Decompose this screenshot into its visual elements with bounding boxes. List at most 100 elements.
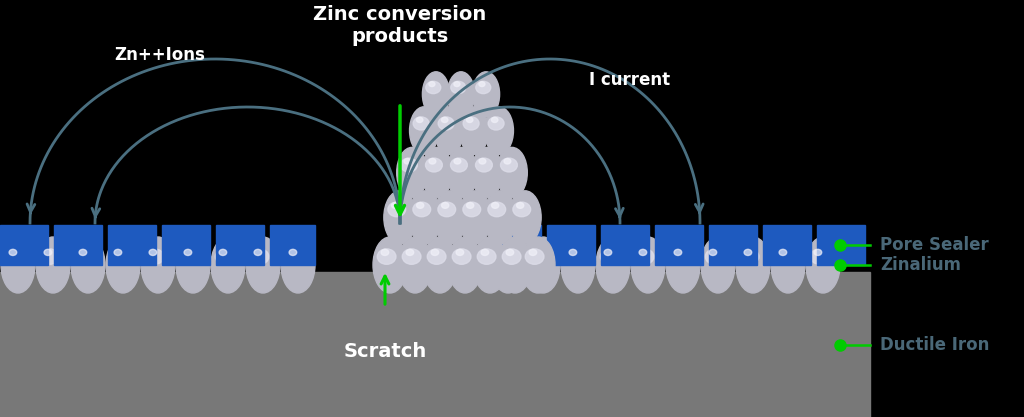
Text: Ductile Iron: Ductile Iron [880, 336, 989, 354]
Ellipse shape [701, 237, 735, 293]
Ellipse shape [631, 237, 665, 293]
Ellipse shape [779, 249, 786, 256]
Ellipse shape [488, 117, 504, 130]
Ellipse shape [427, 249, 445, 264]
Ellipse shape [400, 158, 418, 172]
Bar [0, 272, 870, 417]
Ellipse shape [476, 81, 490, 94]
Text: I current: I current [590, 71, 671, 89]
Ellipse shape [810, 249, 829, 264]
Ellipse shape [449, 237, 482, 293]
Ellipse shape [454, 82, 460, 87]
Ellipse shape [535, 249, 542, 256]
Ellipse shape [9, 249, 16, 256]
Ellipse shape [490, 237, 525, 293]
Ellipse shape [506, 249, 514, 256]
Ellipse shape [513, 202, 530, 217]
Ellipse shape [410, 107, 438, 154]
Ellipse shape [150, 249, 157, 256]
Bar [270, 225, 315, 265]
Ellipse shape [403, 158, 411, 164]
Ellipse shape [499, 249, 507, 256]
Ellipse shape [75, 249, 94, 264]
Ellipse shape [502, 249, 521, 264]
Ellipse shape [744, 249, 752, 256]
Ellipse shape [472, 72, 500, 117]
Ellipse shape [409, 191, 441, 244]
Ellipse shape [635, 249, 654, 264]
Ellipse shape [463, 117, 479, 130]
Ellipse shape [254, 249, 262, 256]
Ellipse shape [456, 249, 464, 256]
Ellipse shape [454, 158, 461, 164]
Bar [108, 225, 156, 265]
Ellipse shape [565, 249, 584, 264]
Ellipse shape [451, 81, 466, 94]
Ellipse shape [492, 203, 499, 208]
Ellipse shape [674, 249, 682, 256]
Ellipse shape [398, 237, 432, 293]
Ellipse shape [639, 249, 647, 256]
Ellipse shape [381, 249, 389, 256]
Ellipse shape [373, 237, 407, 293]
Bar [763, 225, 811, 265]
Ellipse shape [407, 249, 414, 256]
Ellipse shape [740, 249, 759, 264]
Ellipse shape [281, 237, 315, 293]
Ellipse shape [423, 237, 457, 293]
Ellipse shape [666, 237, 700, 293]
Ellipse shape [530, 249, 549, 264]
Text: Pore Sealer: Pore Sealer [880, 236, 989, 254]
Ellipse shape [453, 249, 471, 264]
Bar [493, 225, 541, 265]
Ellipse shape [384, 191, 416, 244]
Ellipse shape [504, 158, 511, 164]
Ellipse shape [736, 237, 770, 293]
Ellipse shape [525, 249, 544, 264]
Text: Zinalium: Zinalium [880, 256, 961, 274]
Ellipse shape [434, 191, 466, 244]
Ellipse shape [447, 72, 474, 117]
Ellipse shape [429, 158, 436, 164]
Ellipse shape [775, 249, 794, 264]
Ellipse shape [509, 191, 541, 244]
Ellipse shape [413, 202, 431, 217]
Ellipse shape [176, 237, 210, 293]
Ellipse shape [377, 249, 396, 264]
Ellipse shape [600, 249, 618, 264]
Ellipse shape [215, 249, 233, 264]
Ellipse shape [473, 237, 507, 293]
Ellipse shape [1, 237, 35, 293]
Ellipse shape [451, 158, 467, 172]
Ellipse shape [145, 249, 164, 264]
Ellipse shape [671, 249, 689, 264]
Ellipse shape [391, 203, 398, 208]
Ellipse shape [289, 249, 297, 256]
Ellipse shape [36, 237, 70, 293]
Ellipse shape [184, 249, 191, 256]
Ellipse shape [466, 117, 473, 123]
Ellipse shape [5, 249, 24, 264]
Ellipse shape [492, 117, 498, 123]
Text: Scratch: Scratch [343, 342, 427, 361]
Ellipse shape [446, 147, 477, 198]
Ellipse shape [472, 147, 503, 198]
Bar [601, 225, 649, 265]
Ellipse shape [246, 237, 280, 293]
Ellipse shape [431, 249, 438, 256]
Ellipse shape [441, 203, 449, 208]
Ellipse shape [526, 237, 560, 293]
Bar [216, 225, 264, 265]
Ellipse shape [219, 249, 226, 256]
Ellipse shape [498, 237, 532, 293]
Ellipse shape [771, 237, 805, 293]
Ellipse shape [426, 158, 442, 172]
Ellipse shape [438, 202, 456, 217]
Ellipse shape [460, 107, 488, 154]
Bar [162, 225, 210, 265]
Ellipse shape [434, 107, 464, 154]
Ellipse shape [40, 249, 59, 264]
Ellipse shape [477, 249, 496, 264]
Ellipse shape [459, 191, 492, 244]
Ellipse shape [141, 237, 175, 293]
